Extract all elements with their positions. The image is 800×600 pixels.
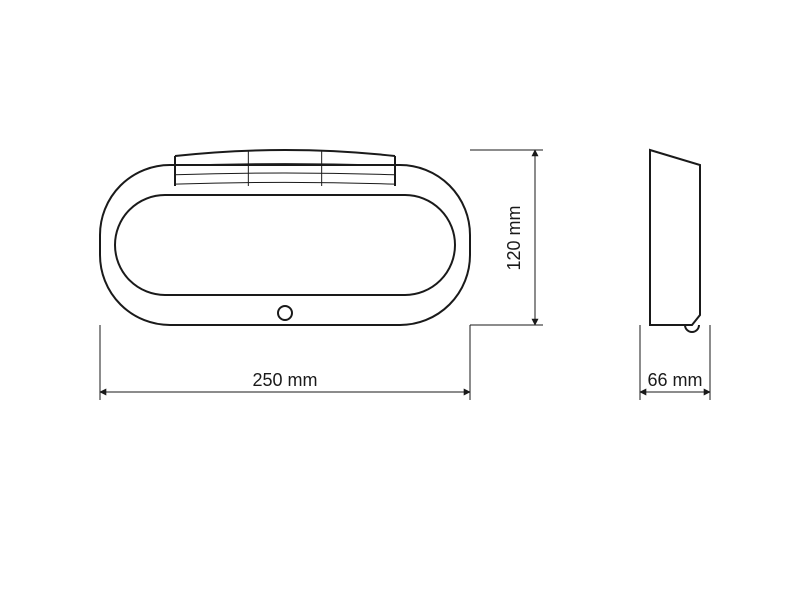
side-outline	[650, 150, 700, 325]
height-dimension-label: 120 mm	[504, 205, 524, 270]
side-bump	[685, 325, 699, 332]
sensor-dot	[278, 306, 292, 320]
technical-drawing: 250 mm 120 mm 66 mm	[0, 0, 800, 600]
width-dimension-label: 250 mm	[252, 370, 317, 390]
front-view	[100, 150, 470, 325]
grille	[175, 150, 395, 186]
outer-body	[100, 165, 470, 325]
inner-lens	[115, 195, 455, 295]
dimensions: 250 mm 120 mm 66 mm	[100, 150, 710, 400]
depth-dimension-label: 66 mm	[647, 370, 702, 390]
side-view	[650, 150, 700, 332]
